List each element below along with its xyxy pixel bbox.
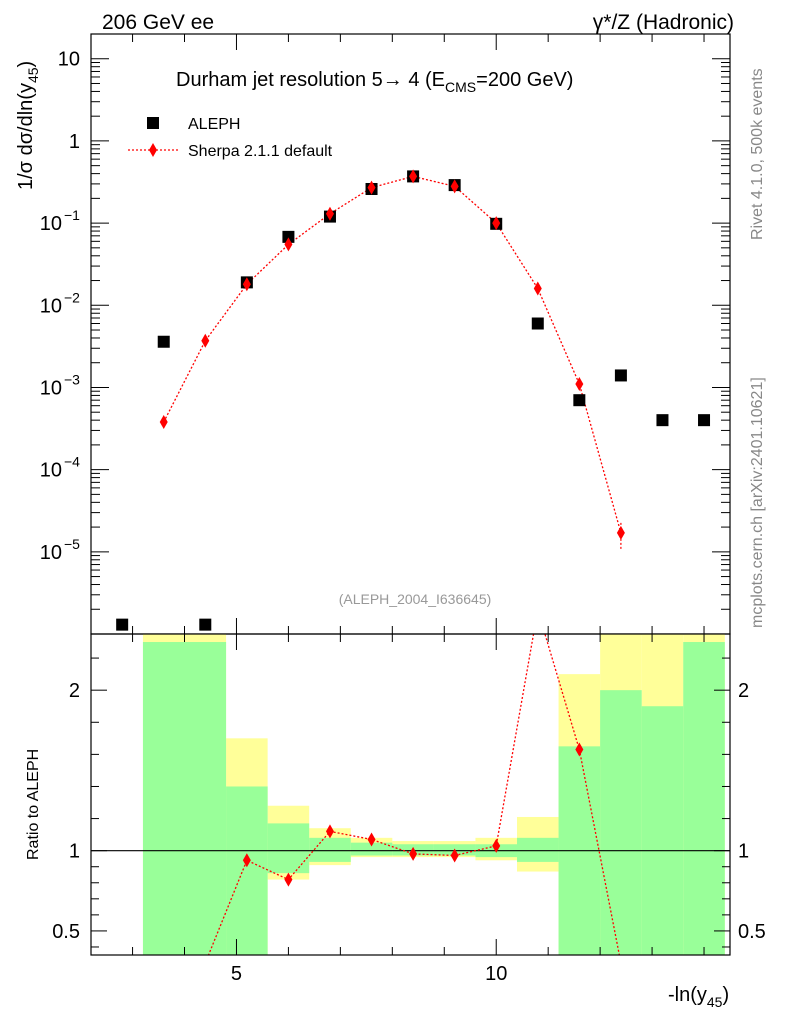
y-tick-exponent: −1 xyxy=(64,207,80,223)
sherpa-data-point xyxy=(201,333,210,348)
y-tick-label: 10 xyxy=(40,213,62,235)
sherpa-data-point xyxy=(450,179,459,194)
band-green-bin xyxy=(142,642,227,955)
ratio-sherpa-point xyxy=(575,742,584,757)
mcplots-label: mcplots.cern.ch [arXiv:2401.10621] xyxy=(749,377,766,628)
legend: ALEPH Sherpa 2.1.1 default xyxy=(128,116,333,160)
aleph-data-point xyxy=(199,618,212,631)
ratio-sherpa-point xyxy=(450,848,459,863)
sherpa-data-point xyxy=(533,281,542,296)
aleph-data-point xyxy=(614,369,627,382)
main-frame xyxy=(90,33,731,635)
aleph-data-point xyxy=(573,394,586,407)
band-green-bin xyxy=(350,842,393,856)
sherpa-data-point xyxy=(159,414,168,429)
ratio-frame xyxy=(90,633,731,956)
band-green-bin xyxy=(683,642,725,955)
y-tick-exponent: −4 xyxy=(64,454,80,470)
y-tick-exponent: −5 xyxy=(64,536,80,552)
sherpa-data-point xyxy=(492,216,501,231)
band-green-bin xyxy=(226,786,268,955)
ratio-sherpa-point xyxy=(242,853,251,868)
x-tick-label: 10 xyxy=(485,963,507,985)
sherpa-data-point xyxy=(242,277,251,292)
band-green-bin xyxy=(600,690,642,955)
y-tick-label: 1 xyxy=(69,131,80,153)
sherpa-data-point xyxy=(575,377,584,392)
y-tick-label: 10 xyxy=(40,542,62,564)
ratio-panel: 5 10 0.5 0.5 1 1 2 2 xyxy=(52,633,766,985)
ratio-sherpa-line xyxy=(207,634,621,955)
energy-label: 206 GeV ee xyxy=(102,11,214,34)
ratio-y-tick-label-right: 2 xyxy=(738,680,749,702)
aleph-data-point xyxy=(282,230,295,243)
sherpa-data-point xyxy=(367,180,376,195)
sherpa-line xyxy=(163,175,622,534)
y-tick-label: 10 xyxy=(40,460,62,482)
ratio-y-tick-label: 2 xyxy=(69,680,80,702)
ratio-sherpa-point xyxy=(325,824,334,839)
y-tick-exponent: −2 xyxy=(64,289,80,305)
ratio-y-tick-label-right: 1 xyxy=(738,841,749,863)
ratio-y-tick-label-right: 0.5 xyxy=(738,921,766,943)
legend-aleph-label: ALEPH xyxy=(188,116,240,133)
analysis-id-label: (ALEPH_2004_I636645) xyxy=(339,591,492,607)
sherpa-data-point xyxy=(616,525,625,540)
aleph-data-point xyxy=(656,414,669,427)
ratio-sherpa-point xyxy=(409,846,418,861)
legend-sherpa-label: Sherpa 2.1.1 default xyxy=(188,143,333,160)
x-axis-label: -ln(y45) xyxy=(668,984,729,1010)
y-tick-label: 10 xyxy=(40,377,62,399)
x-tick-label: 5 xyxy=(231,963,242,985)
sherpa-data-point xyxy=(409,169,418,184)
ratio-sherpa-point xyxy=(492,838,501,853)
process-label: γ*/Z (Hadronic) xyxy=(593,11,734,34)
sherpa-data-point xyxy=(284,237,293,252)
rivet-version-label: Rivet 4.1.0, 500k events xyxy=(749,68,766,240)
legend-aleph-marker xyxy=(147,117,159,129)
ratio-y-axis-label: Ratio to ALEPH xyxy=(25,749,42,860)
band-green-bin xyxy=(517,837,559,862)
ratio-sherpa-point xyxy=(367,832,376,847)
y-tick-label: 10 xyxy=(58,49,80,71)
ratio-y-tick-label: 0.5 xyxy=(52,921,80,943)
plot-title: Durham jet resolution 5→ 4 (ECMS=200 GeV… xyxy=(176,69,573,95)
aleph-data-point xyxy=(531,317,544,330)
y-axis-label: 1/σ dσ/dln(y45) xyxy=(15,61,41,190)
band-green-bin xyxy=(309,837,351,862)
y-tick-label: 10 xyxy=(40,295,62,317)
aleph-data-point xyxy=(698,414,711,427)
band-green-bin xyxy=(267,823,310,874)
sherpa-data-point xyxy=(325,206,334,221)
y-tick-exponent: −3 xyxy=(64,371,80,387)
band-green-bin xyxy=(641,706,684,955)
aleph-data-point xyxy=(157,335,170,348)
ratio-y-tick-label: 1 xyxy=(69,841,80,863)
ratio-sherpa-point xyxy=(284,872,293,887)
legend-sherpa-marker xyxy=(149,143,157,157)
aleph-data-point xyxy=(116,618,129,631)
